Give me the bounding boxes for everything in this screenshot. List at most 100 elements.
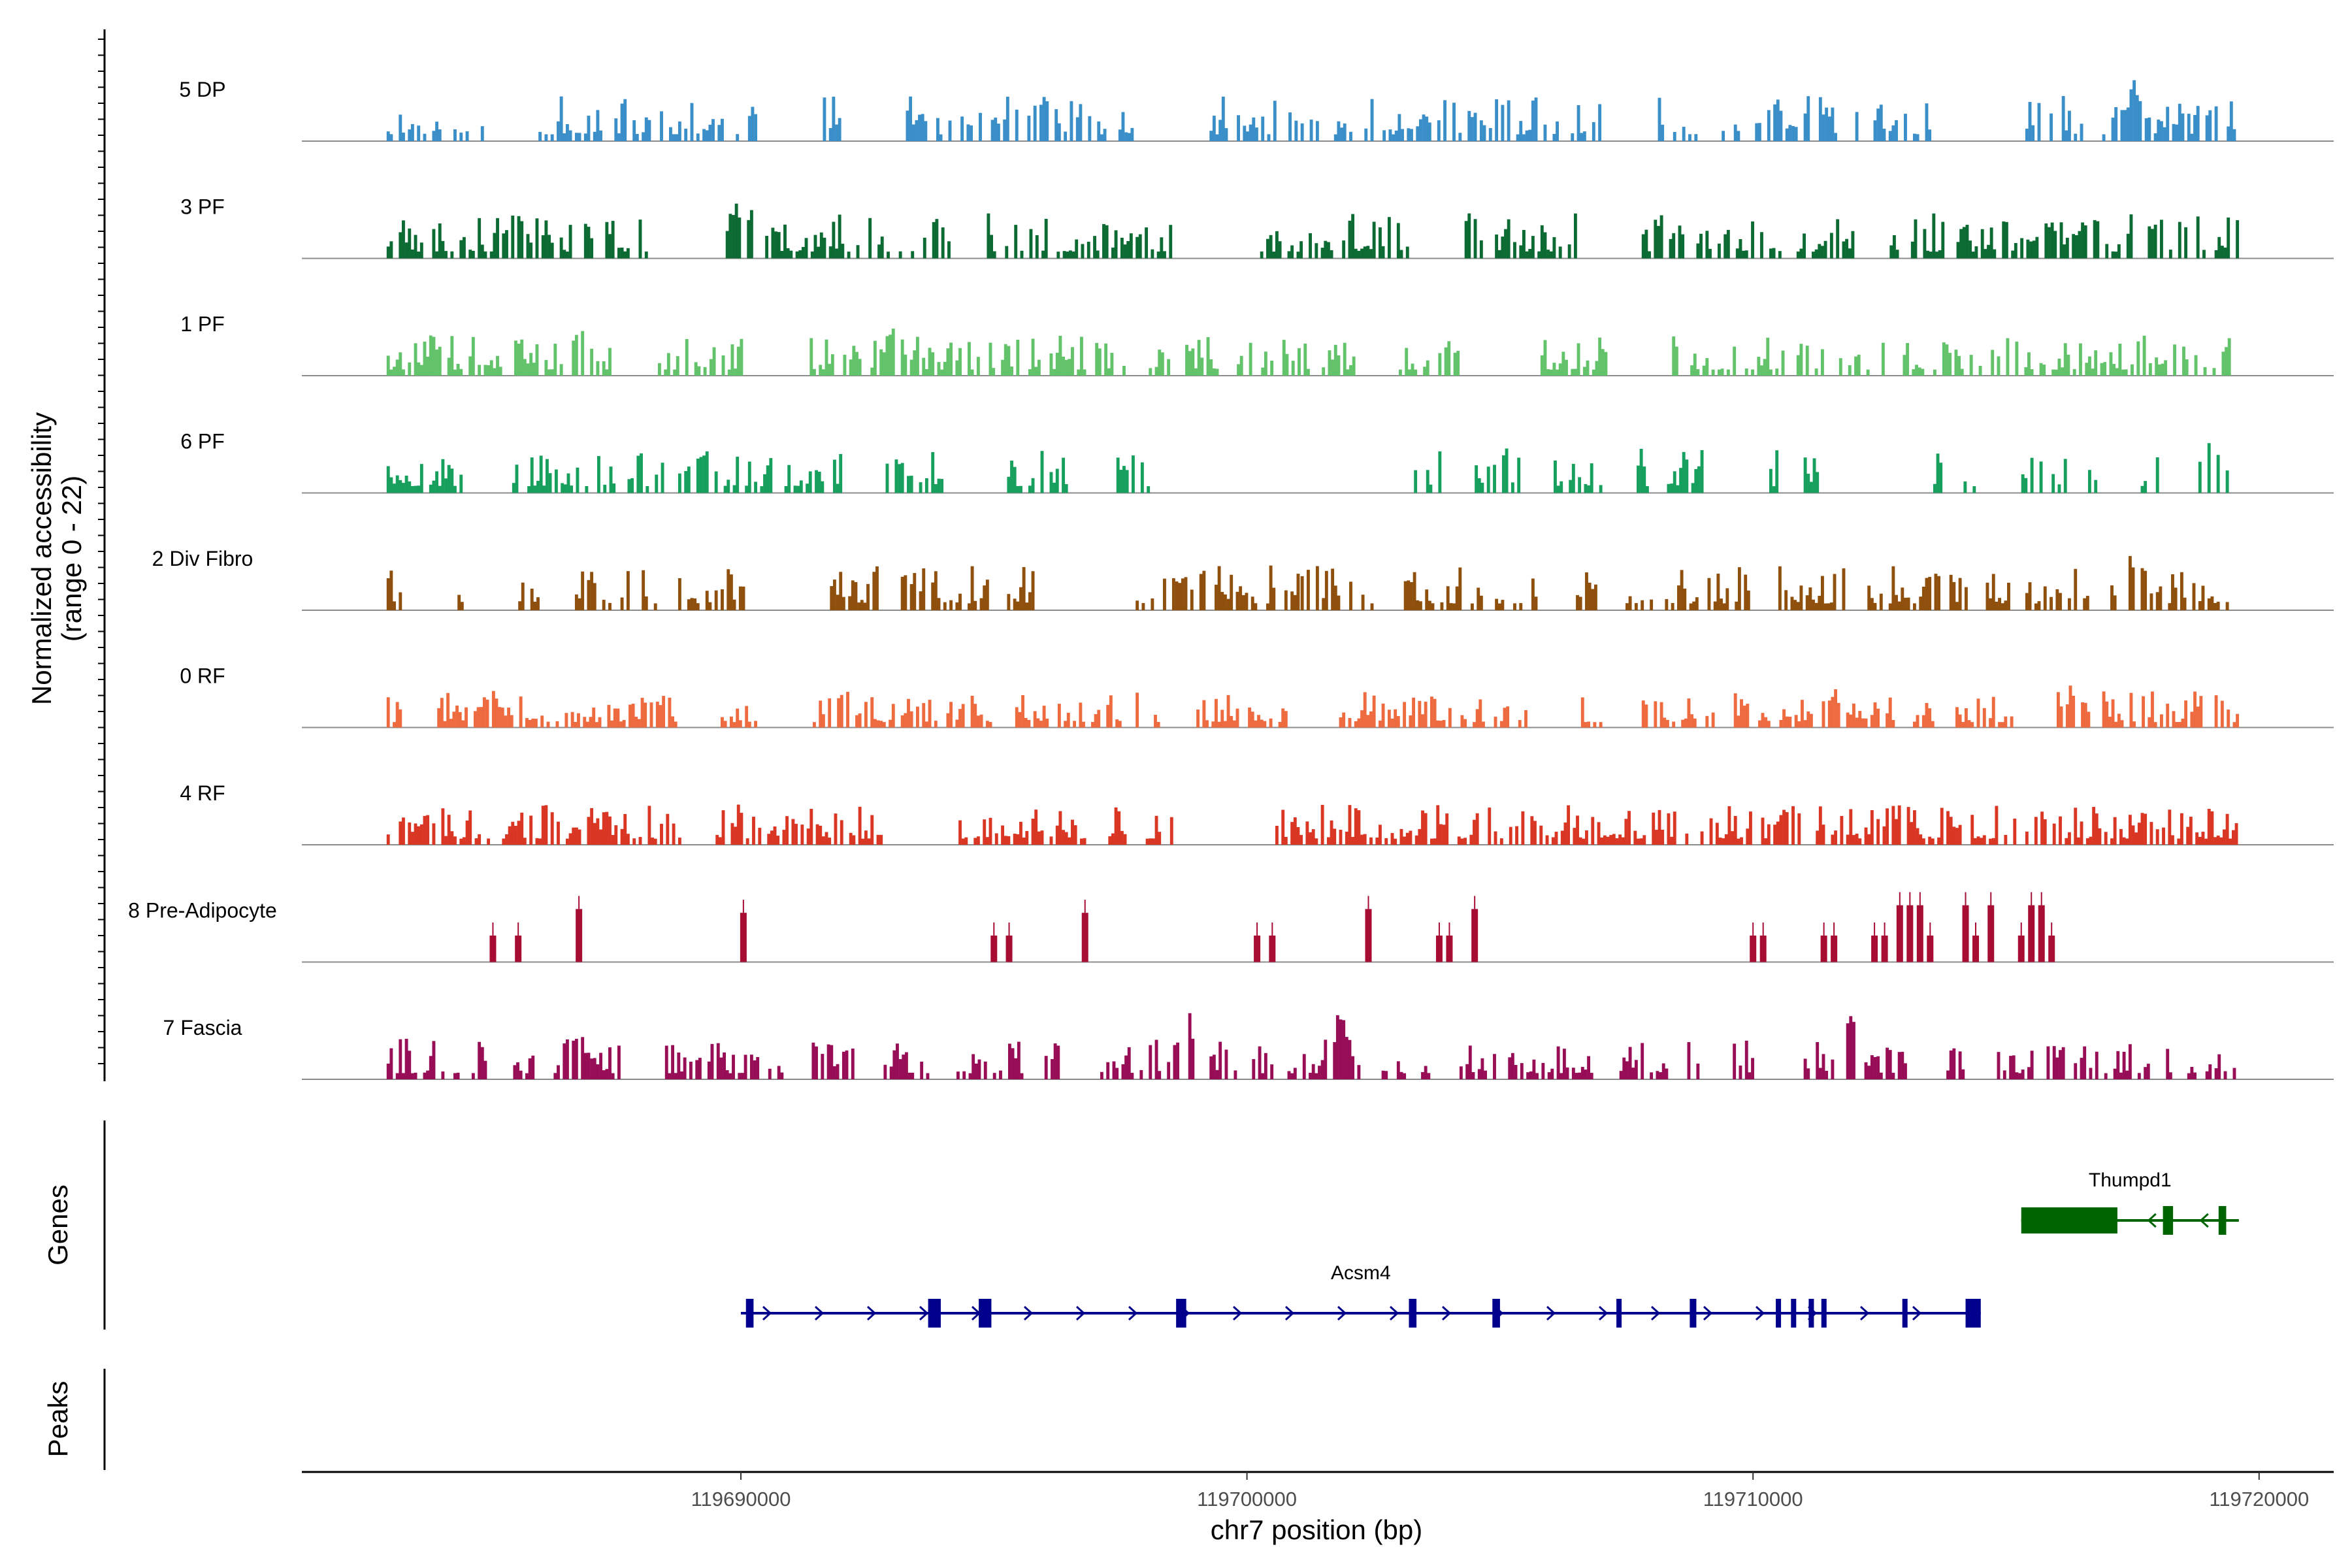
coverage-bin xyxy=(410,1073,414,1079)
coverage-bin xyxy=(1431,603,1435,610)
coverage-bin xyxy=(1851,231,1855,259)
coverage-bin xyxy=(1473,219,1477,259)
coverage-bin xyxy=(1769,468,1772,493)
coverage-bin xyxy=(852,346,856,376)
coverage-bin xyxy=(1818,1068,1822,1079)
coverage-bin xyxy=(1470,603,1474,610)
coverage-bin xyxy=(1641,1043,1644,1079)
coverage-bin xyxy=(678,473,681,493)
coverage-bin xyxy=(526,363,530,376)
coverage-bin xyxy=(1016,834,1020,845)
coverage-bin xyxy=(393,722,396,728)
coverage-bin xyxy=(1509,826,1512,845)
coverage-bin xyxy=(1873,702,1877,728)
coverage-bin xyxy=(1520,1063,1524,1079)
coverage-bin xyxy=(1447,341,1451,376)
coverage-bin xyxy=(2223,1071,2227,1079)
coverage-bin xyxy=(2216,602,2220,610)
coverage-bin xyxy=(1083,369,1086,376)
coverage-bin xyxy=(1670,483,1674,493)
coverage-bin xyxy=(2057,358,2061,376)
strand-arrow xyxy=(1128,1305,1138,1321)
coverage-bin xyxy=(2059,706,2063,728)
coverage-bin xyxy=(1726,229,1730,259)
coverage-bin xyxy=(462,237,466,259)
coverage-bin xyxy=(889,335,892,376)
coverage-bin xyxy=(1106,1062,1110,1079)
coverage-bin xyxy=(707,1061,711,1079)
coverage-bin xyxy=(581,571,585,610)
coverage-bin xyxy=(498,707,502,728)
coverage-bin xyxy=(2129,89,2133,141)
coverage-bin xyxy=(1656,1071,1659,1079)
coverage-bin xyxy=(1685,459,1689,493)
coverage-bin xyxy=(1424,702,1428,728)
coverage-bin xyxy=(2074,133,2078,141)
coverage-bin xyxy=(1584,722,1588,728)
coverage-bin xyxy=(721,589,724,610)
strand-arrow xyxy=(919,1305,929,1321)
coverage-bin xyxy=(1818,97,1822,141)
coverage-bin xyxy=(1021,695,1025,728)
coverage-bin xyxy=(614,118,618,141)
coverage-bin xyxy=(1384,1071,1388,1079)
coverage-bin xyxy=(1552,363,1556,376)
coverage-bin xyxy=(587,116,591,141)
coverage-bin xyxy=(1318,1066,1321,1079)
coverage-bin xyxy=(664,369,668,376)
coverage-bin xyxy=(1010,461,1013,493)
coverage-bin xyxy=(2203,367,2207,376)
coverage-bin xyxy=(1861,718,1865,728)
coverage-bin xyxy=(1339,1019,1343,1079)
coverage-bin xyxy=(1019,485,1022,493)
coverage-bin xyxy=(1326,837,1330,845)
coverage-bin xyxy=(1584,1070,1588,1079)
coverage-bin xyxy=(1661,1063,1665,1079)
coverage-bin xyxy=(1149,1045,1152,1079)
coverage-bin xyxy=(435,251,439,259)
coverage-bin xyxy=(2204,838,2208,845)
coverage-bin xyxy=(1339,717,1343,728)
coverage-bin xyxy=(879,349,883,376)
coverage-bin xyxy=(2155,357,2159,376)
coverage-bin xyxy=(1007,1043,1011,1079)
coverage-bin xyxy=(1737,131,1740,141)
coverage-bin xyxy=(1424,1066,1428,1079)
coverage-bin xyxy=(1079,702,1083,728)
coverage-bin xyxy=(2065,237,2069,259)
coverage-bin xyxy=(1956,242,1960,259)
coverage-bin xyxy=(1716,574,1720,610)
coverage-bin xyxy=(856,245,860,259)
coverage-bin xyxy=(1130,1073,1134,1079)
coverage-bin xyxy=(2074,1063,2078,1079)
coverage-bin xyxy=(2131,364,2134,376)
coverage-bin xyxy=(730,823,734,845)
coverage-bin xyxy=(693,598,697,610)
coverage-bin xyxy=(2144,1067,2148,1079)
coverage-bin xyxy=(1040,451,1044,493)
coverage-spike-tip xyxy=(1823,922,1825,936)
coverage-bin xyxy=(832,459,836,493)
coverage-bin xyxy=(1733,1043,1737,1079)
coverage-bin xyxy=(1599,722,1603,728)
coverage-bin xyxy=(943,602,947,610)
coverage-bin xyxy=(1870,1055,1874,1079)
coverage-bin xyxy=(1345,1037,1348,1079)
coverage-bin xyxy=(1188,351,1192,376)
coverage-bin xyxy=(1093,236,1096,259)
coverage-bin xyxy=(2128,556,2132,610)
coverage-bin xyxy=(459,132,463,141)
coverage-bin xyxy=(909,711,913,728)
coverage-bin xyxy=(898,251,902,259)
track-label: 5 DP xyxy=(179,78,225,101)
coverage-bin xyxy=(432,229,436,259)
coverage-bin xyxy=(402,1073,405,1079)
coverage-bin xyxy=(672,134,676,141)
coverage-bin xyxy=(734,826,738,845)
coverage-spike-tip xyxy=(1990,892,1992,906)
coverage-bin xyxy=(760,486,764,493)
coverage-bin xyxy=(1473,819,1476,845)
coverage-bin xyxy=(2020,238,2024,259)
coverage-bin xyxy=(964,837,968,845)
coverage-spike-tip xyxy=(2020,922,2022,936)
